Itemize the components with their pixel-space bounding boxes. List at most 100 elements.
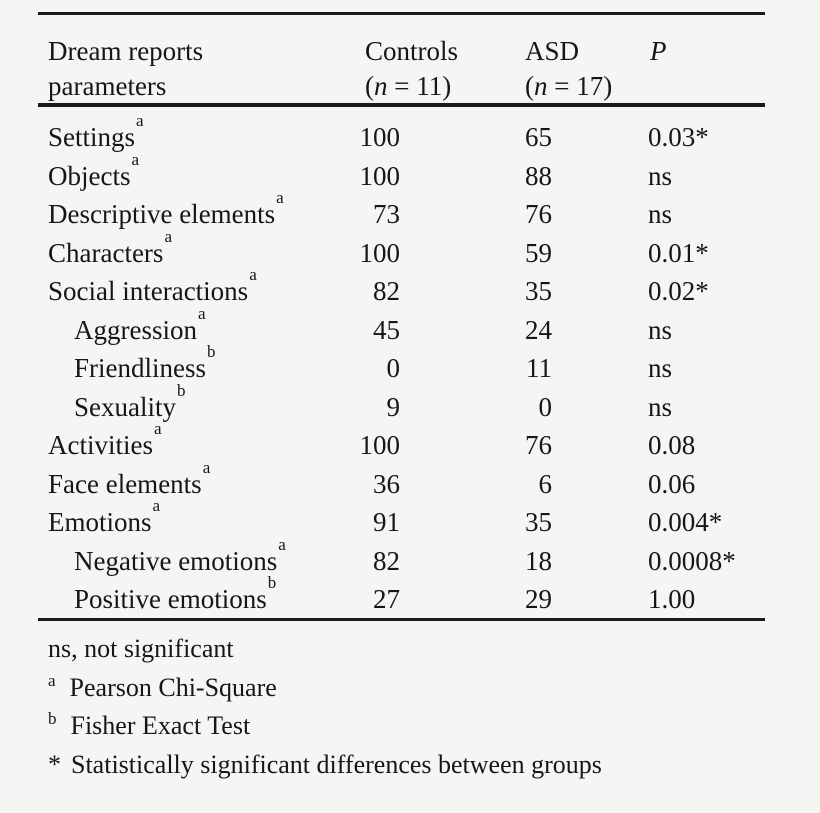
- footnote-a: a Pearson Chi-Square: [38, 669, 798, 708]
- table-body: Settingsa 100 65 0.03* Objectsa 100 88 n…: [38, 112, 765, 619]
- cell-p: 0.03*: [648, 122, 709, 152]
- cell-controls: 45: [373, 314, 400, 345]
- cell-controls: 27: [373, 584, 400, 614]
- row-sup: a: [164, 226, 172, 246]
- cell-p: 0.08: [648, 430, 696, 460]
- column-header-p: P: [552, 34, 765, 104]
- param-header-line2: parameters: [48, 71, 167, 101]
- row-label-text: Descriptive elements: [48, 199, 276, 229]
- table-header-rule: [38, 103, 765, 107]
- cell-controls: 36: [373, 468, 400, 499]
- cell-controls: 100: [359, 237, 401, 268]
- table-row-activities: Activitiesa 100 76 0.08: [38, 420, 765, 465]
- cell-asd: 76: [525, 430, 552, 460]
- cell-asd: 76: [525, 199, 552, 229]
- column-header-controls: Controls (n = 11): [338, 34, 459, 104]
- table-row-sexuality: Sexualityb 9 0 ns: [38, 382, 765, 427]
- cell-controls: 82: [373, 545, 400, 576]
- row-label: Positive emotionsb: [38, 574, 338, 619]
- table-row-face-elements: Face elementsa 36 6 0.06: [38, 459, 765, 504]
- cell-asd: 24: [525, 314, 552, 345]
- row-sup: a: [276, 188, 284, 207]
- asd-n-var: n: [534, 71, 548, 101]
- table-row-positive-emotions: Positive emotionsb 27 29 1.00: [38, 574, 765, 619]
- controls-n-var: n: [374, 71, 388, 101]
- row-label: Activitiesa: [38, 420, 338, 465]
- cell-controls: 100: [359, 430, 401, 460]
- row-label: Emotionsa: [38, 497, 338, 542]
- cell-asd: 35: [525, 276, 552, 306]
- cell-p: 0.01*: [648, 237, 709, 268]
- cell-p: 0.06: [648, 468, 696, 499]
- cell-p: 0.0008*: [648, 545, 736, 576]
- cell-asd: 18: [525, 545, 552, 576]
- table-bottom-rule: [38, 618, 765, 621]
- row-label: Charactersa: [38, 228, 338, 273]
- footnote-b: b Fisher Exact Test: [38, 707, 798, 746]
- cell-asd: 35: [525, 507, 552, 537]
- table-footnotes: ns, not significant a Pearson Chi-Square …: [38, 630, 798, 784]
- row-label: Sexualityb: [38, 382, 338, 427]
- row-sup: a: [131, 149, 140, 169]
- row-sup: a: [198, 303, 206, 323]
- asd-n-open: (: [525, 71, 534, 101]
- table-header: Dream reports parameters Controls (n = 1…: [38, 34, 765, 104]
- cell-controls: 100: [359, 160, 401, 191]
- cell-asd: 65: [525, 122, 552, 152]
- cell-p: 1.00: [648, 584, 696, 614]
- column-header-asd: ASD (n = 17): [400, 34, 612, 104]
- cell-controls: 91: [373, 507, 400, 537]
- row-label-text: Face elements: [48, 468, 202, 499]
- cell-p: ns: [648, 314, 673, 345]
- table-row-settings: Settingsa 100 65 0.03*: [38, 112, 765, 157]
- cell-controls: 82: [373, 276, 400, 306]
- row-label-text: Settings: [48, 122, 136, 152]
- row-sup: a: [278, 534, 286, 554]
- row-label: Objectsa: [38, 151, 338, 196]
- row-label: Negative emotionsa: [38, 536, 338, 581]
- cell-p: ns: [648, 199, 673, 229]
- cell-asd: 59: [525, 237, 552, 268]
- table-row-characters: Charactersa 100 59 0.01*: [38, 228, 765, 273]
- row-sup: a: [202, 457, 211, 477]
- table-top-rule: [38, 12, 765, 15]
- row-sup: a: [153, 419, 162, 438]
- cell-controls: 100: [359, 122, 401, 152]
- row-sup: b: [207, 342, 216, 361]
- p-header-label: P: [650, 36, 667, 66]
- row-label-text: Positive emotions: [74, 584, 267, 614]
- row-sup: a: [136, 111, 144, 130]
- table-row-objects: Objectsa 100 88 ns: [38, 151, 765, 196]
- row-label: Face elementsa: [38, 459, 338, 504]
- row-sup: b: [267, 573, 277, 592]
- cell-asd: 11: [526, 353, 552, 383]
- cell-p: ns: [648, 160, 673, 191]
- row-sup: a: [152, 496, 161, 515]
- row-label: Settingsa: [38, 112, 338, 157]
- controls-n-rest: = 11): [387, 71, 452, 101]
- table-row-aggression: Aggressiona 45 24 ns: [38, 305, 765, 350]
- asd-n-rest: = 17): [547, 71, 613, 101]
- table-row-negative-emotions: Negative emotionsa 82 18 0.0008*: [38, 536, 765, 581]
- row-label-text: Negative emotions: [74, 545, 278, 576]
- row-label-text: Objects: [48, 160, 131, 191]
- row-label-text: Sexuality: [74, 391, 176, 422]
- row-label: Social interactionsa: [38, 266, 338, 311]
- controls-header-label: Controls: [365, 36, 459, 66]
- cell-p: ns: [648, 353, 673, 383]
- footnote-star-text: Statistically significant differences be…: [71, 749, 602, 779]
- row-label-text: Social interactions: [48, 276, 249, 306]
- row-sup: b: [177, 380, 186, 400]
- row-label: Descriptive elementsa: [38, 189, 338, 234]
- table-row-emotions: Emotionsa 91 35 0.004*: [38, 497, 765, 542]
- param-header-line1: Dream reports: [48, 36, 204, 66]
- cell-controls: 9: [386, 391, 401, 422]
- row-label: Aggressiona: [38, 305, 338, 350]
- controls-header-n: (n = 11): [365, 69, 451, 104]
- footnote-b-marker: b: [48, 709, 57, 728]
- footnote-b-text: Fisher Exact Test: [70, 711, 251, 740]
- row-sup: a: [249, 265, 257, 284]
- footnote-significance: * Statistically significant differences b…: [38, 746, 798, 785]
- asd-header-n: (n = 17): [525, 69, 612, 104]
